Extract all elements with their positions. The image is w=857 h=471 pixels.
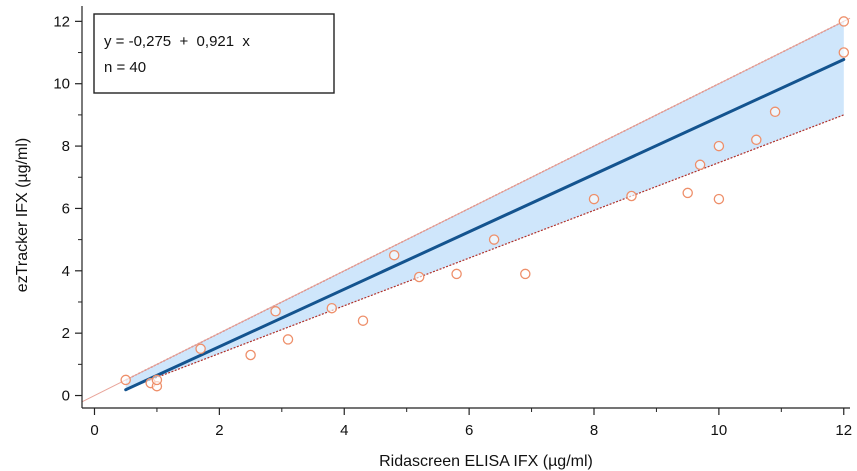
x-tick-label: 6	[465, 422, 473, 439]
data-point-6	[245, 349, 256, 361]
confidence-band-lower	[125, 114, 844, 390]
data-point-8	[282, 334, 294, 345]
y-tick-label: 8	[62, 138, 70, 155]
x-tick-label: 10	[711, 422, 728, 439]
data-point-4	[151, 374, 163, 386]
y-tick-label: 4	[62, 263, 70, 280]
y-tick-label: 12	[53, 13, 70, 30]
x-tick-label: 8	[590, 422, 598, 439]
data-point-20	[713, 140, 725, 152]
y-axis-label: ezTracker IFX (µg/ml)	[14, 138, 31, 292]
confidence-band	[125, 21, 844, 390]
data-point-12	[413, 271, 425, 283]
y-tick-label: 0	[62, 388, 70, 405]
data-point-24	[838, 16, 850, 27]
x-tick-label: 12	[835, 422, 852, 439]
data-point-19	[694, 159, 706, 171]
x-axis-label: Ridascreen ELISA IFX (µg/ml)	[379, 453, 593, 470]
data-point-5	[195, 343, 206, 355]
data-point-10	[357, 315, 369, 326]
data-point-7	[270, 306, 281, 317]
data-point-15	[520, 268, 531, 280]
data-point-18	[682, 187, 693, 199]
data-point-25	[838, 47, 850, 58]
regression-line	[124, 57, 846, 392]
data-point-17	[626, 190, 637, 202]
x-tick-label: 4	[340, 422, 348, 439]
legend-frame	[93, 13, 335, 94]
y-tick-label: 2	[62, 325, 70, 342]
data-point-14	[488, 234, 500, 245]
identity-line	[81, 17, 851, 403]
sample-size-label: n = 40	[104, 59, 146, 76]
legend-box: y = -0,275 + 0,921 x n = 40	[93, 13, 335, 94]
data-point-22	[751, 134, 762, 146]
data-point-23	[769, 106, 781, 118]
data-point-21	[713, 193, 725, 205]
data-point-1	[120, 374, 131, 386]
data-point-13	[451, 268, 462, 280]
data-point-9	[326, 302, 338, 314]
y-tick-label: 6	[62, 200, 70, 217]
x-tick-label: 0	[90, 422, 98, 439]
y-tick-label: 10	[53, 76, 70, 93]
x-tick-label: 2	[215, 422, 223, 439]
regression-equation: y = -0,275 + 0,921 x	[104, 33, 250, 50]
data-point-11	[388, 249, 400, 261]
data-point-16	[588, 193, 600, 205]
